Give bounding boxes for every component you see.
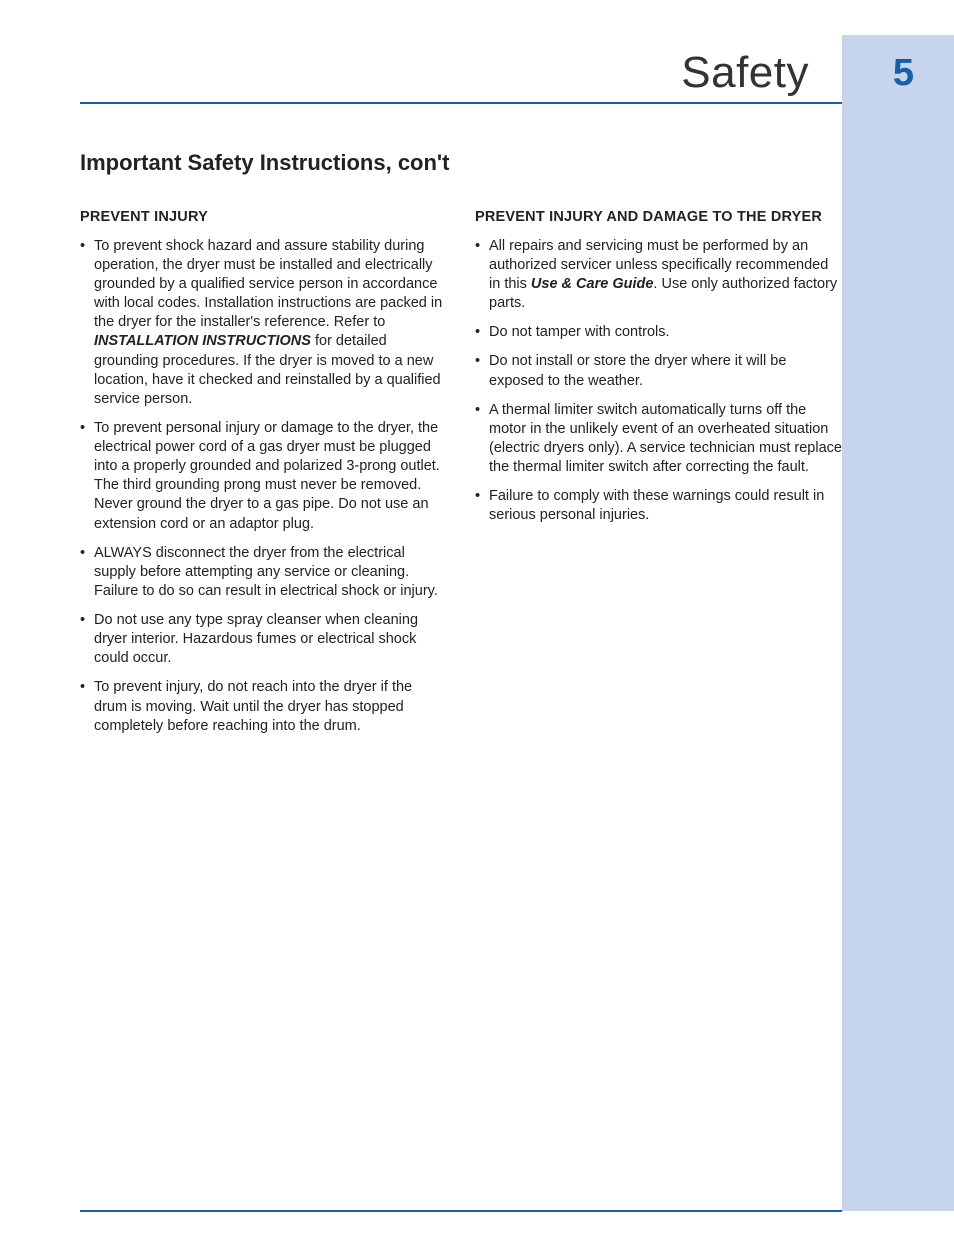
list-item: To prevent personal injury or damage to … [80, 419, 447, 534]
columns: PREVENT INJURY To prevent shock hazard a… [80, 208, 842, 746]
section-title: Important Safety Instructions, con't [80, 150, 842, 176]
column-right: PREVENT INJURY AND DAMAGE TO THE DRYER A… [475, 208, 842, 746]
column-left: PREVENT INJURY To prevent shock hazard a… [80, 208, 447, 746]
header-title: Safety [681, 48, 809, 98]
list-item: Do not use any type spray cleanser when … [80, 611, 447, 668]
list-item: All repairs and servicing must be perfor… [475, 237, 842, 314]
bold-text: Use & Care Guide [531, 276, 654, 292]
right-list: All repairs and servicing must be perfor… [475, 237, 842, 526]
page-number: 5 [893, 52, 914, 95]
right-heading: PREVENT INJURY AND DAMAGE TO THE DRYER [475, 208, 842, 227]
left-heading: PREVENT INJURY [80, 208, 447, 227]
list-item: To prevent shock hazard and assure stabi… [80, 237, 447, 409]
rule-bottom [80, 1210, 842, 1212]
text: To prevent shock hazard and assure stabi… [94, 238, 442, 331]
list-item: Failure to comply with these warnings co… [475, 487, 842, 525]
left-list: To prevent shock hazard and assure stabi… [80, 237, 447, 736]
rule-top [80, 102, 842, 104]
sidebar-tab [842, 35, 954, 1211]
content-area: Important Safety Instructions, con't PRE… [80, 150, 842, 746]
list-item: Do not tamper with controls. [475, 323, 842, 342]
list-item: To prevent injury, do not reach into the… [80, 678, 447, 735]
list-item: Do not install or store the dryer where … [475, 352, 842, 390]
list-item: A thermal limiter switch automatically t… [475, 401, 842, 478]
list-item: ALWAYS disconnect the dryer from the ele… [80, 544, 447, 601]
page: 5 Safety Important Safety Instructions, … [0, 0, 954, 1235]
bold-text: INSTALLATION INSTRUCTIONS [94, 333, 311, 349]
